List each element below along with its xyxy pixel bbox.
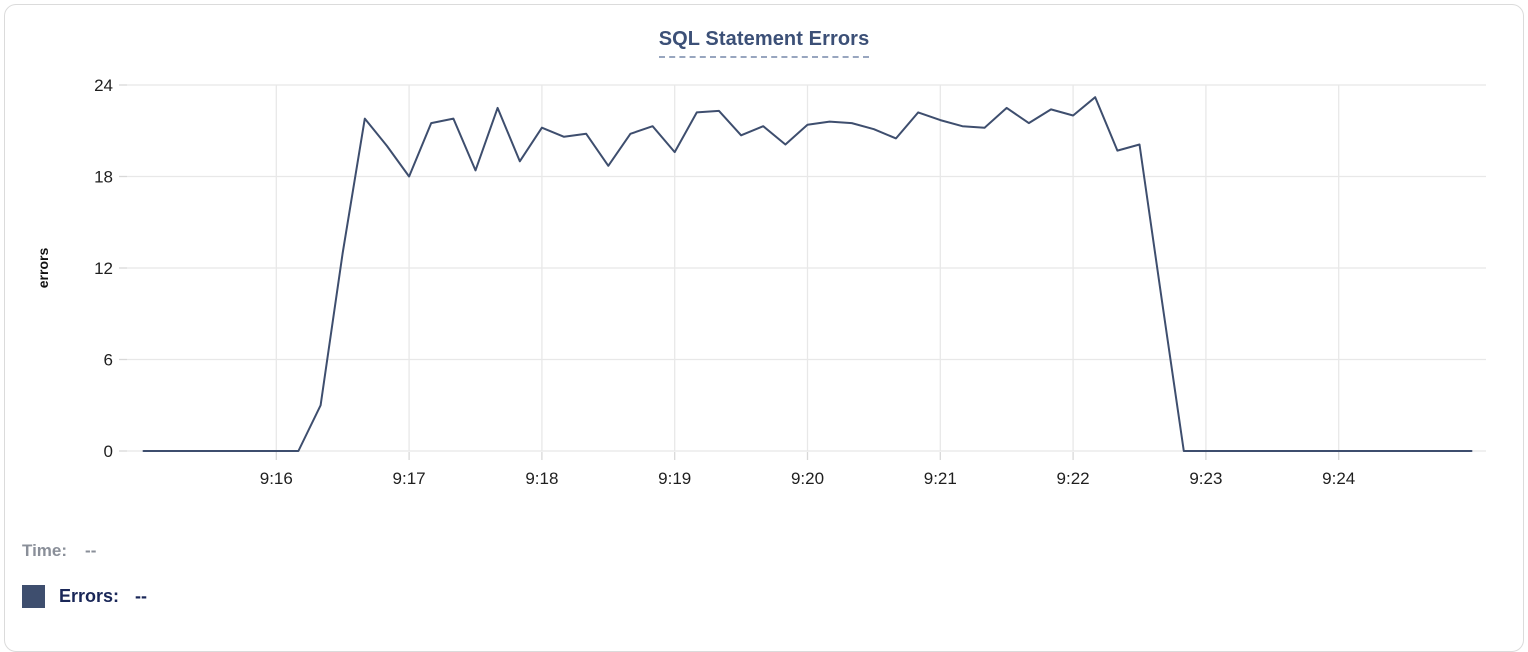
- errors-line-path: [142, 96, 1473, 452]
- x-tick-label: 9:17: [393, 469, 426, 488]
- y-tick-label: 12: [94, 259, 113, 278]
- y-tick-label: 0: [104, 442, 113, 461]
- time-label: Time:: [22, 541, 68, 560]
- chart-card: [4, 4, 1524, 652]
- errors-label: Errors:: [59, 586, 120, 606]
- errors-series-swatch: [22, 585, 45, 608]
- horizontal-gridlines: [127, 84, 1486, 452]
- y-axis-title: errors: [35, 248, 51, 289]
- chart-title: SQL Statement Errors: [658, 28, 870, 58]
- tooltip-time-row: Time: --: [22, 541, 96, 561]
- x-tick-label: 9:20: [791, 469, 824, 488]
- chart-title-wrap: SQL Statement Errors: [0, 28, 1528, 58]
- y-tick-label: 18: [94, 168, 113, 187]
- errors-line-chart[interactable]: 0 6 12 18 24 9:16 9:17 9:18 9:19 9:20 9:21 9:22 9:2…: [0, 0, 1528, 510]
- x-tick-label: 9:19: [658, 469, 691, 488]
- x-tick-label: 9:21: [924, 469, 957, 488]
- x-tick-label: 9:16: [260, 469, 293, 488]
- axis-ticks: [119, 84, 1340, 460]
- x-tick-label: 9:24: [1322, 469, 1355, 488]
- errors-legend-item[interactable]: Errors: --: [22, 585, 147, 608]
- time-value: --: [85, 541, 97, 560]
- errors-series-line: [142, 96, 1473, 452]
- vertical-gridlines: [275, 85, 1340, 451]
- y-axis-tick-labels: 0 6 12 18 24: [94, 76, 113, 461]
- x-axis-tick-labels: 9:16 9:17 9:18 9:19 9:20 9:21 9:22 9:23 9:24: [260, 469, 1355, 488]
- y-tick-label: 24: [94, 76, 113, 95]
- x-tick-label: 9:23: [1189, 469, 1222, 488]
- x-tick-label: 9:22: [1057, 469, 1090, 488]
- y-tick-label: 6: [104, 351, 113, 370]
- x-tick-label: 9:18: [525, 469, 558, 488]
- errors-value: --: [135, 586, 148, 606]
